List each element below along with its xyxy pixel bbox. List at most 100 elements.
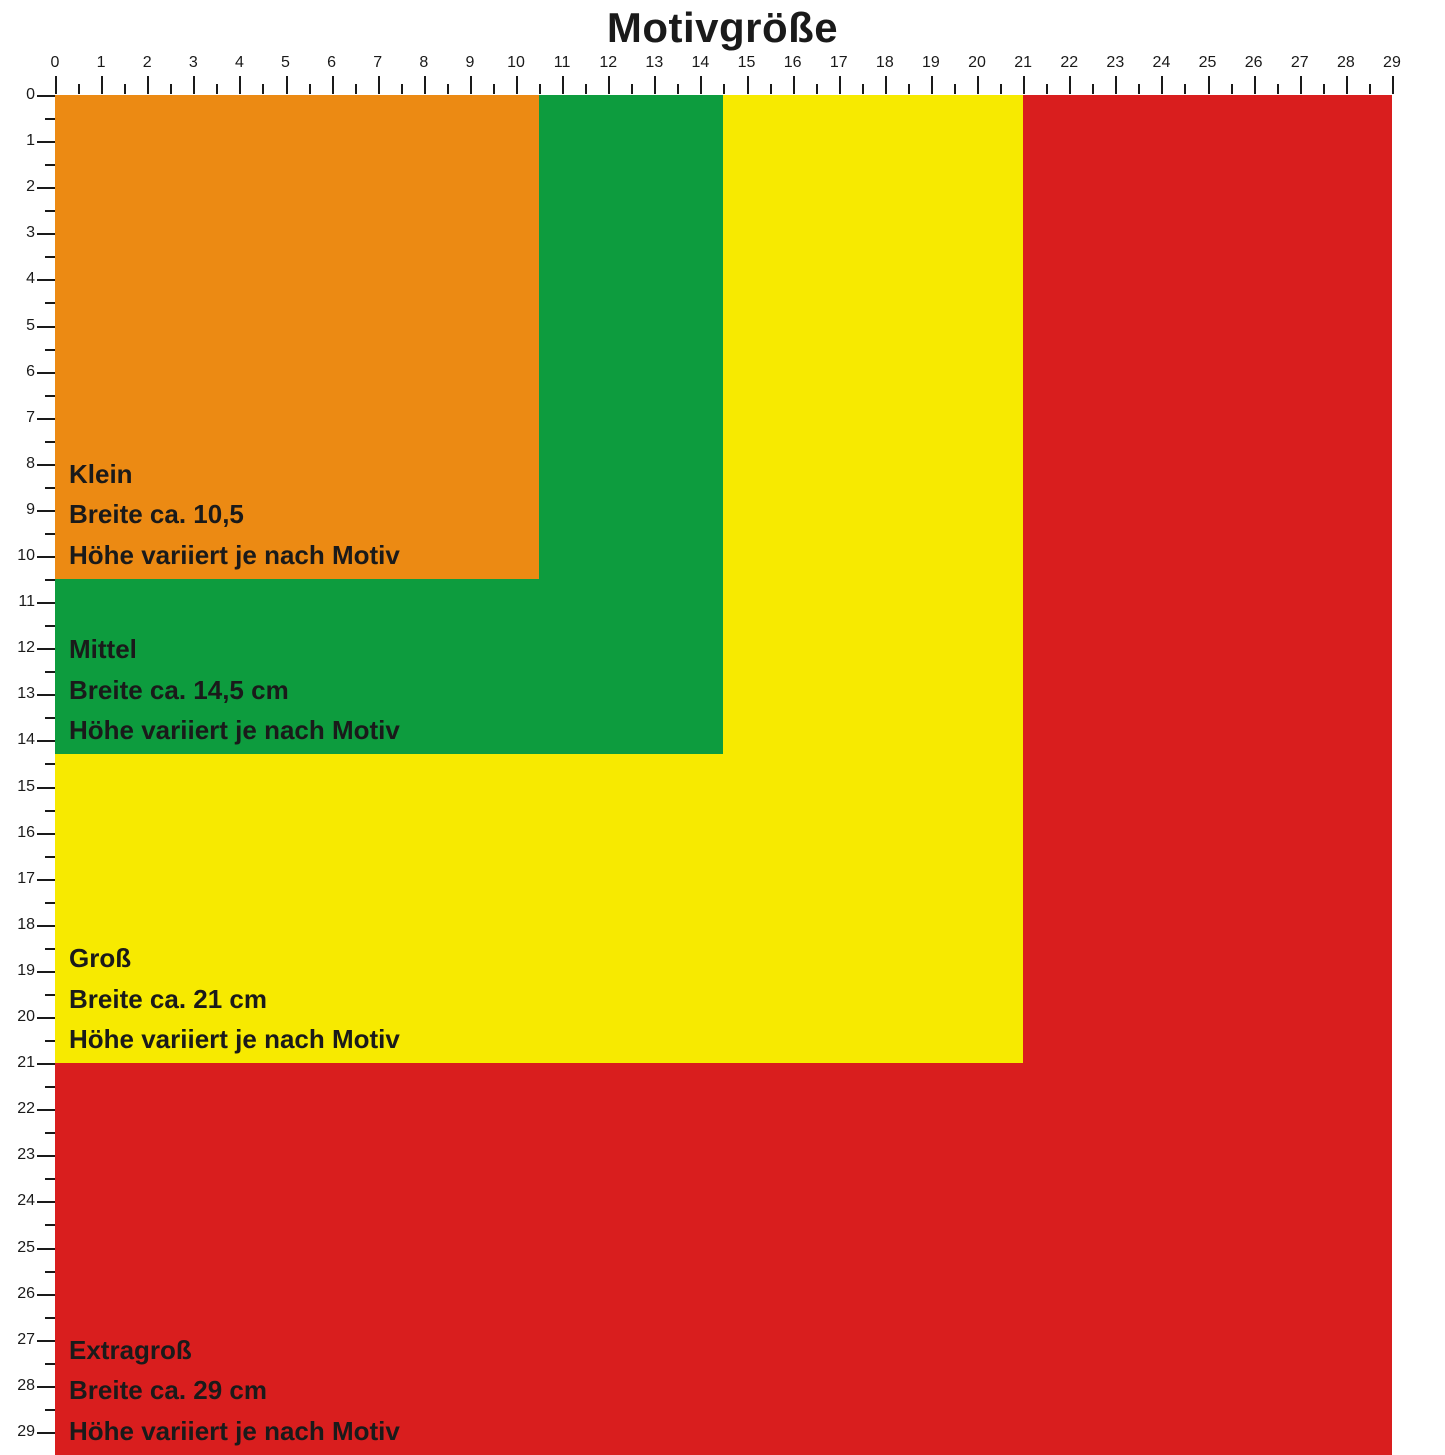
size-label-line: Breite ca. 29 cm — [69, 1370, 400, 1410]
ruler-tick-label: 21 — [1014, 54, 1032, 72]
ruler-tick-minor — [45, 1363, 55, 1365]
ruler-tick-label: 5 — [15, 317, 35, 335]
ruler-tick-label: 22 — [1060, 54, 1078, 72]
ruler-tick-label: 29 — [15, 1423, 35, 1441]
ruler-tick-label: 28 — [1337, 54, 1355, 72]
ruler-tick-minor — [262, 84, 264, 94]
ruler-tick-minor — [216, 84, 218, 94]
ruler-tick-minor — [723, 84, 725, 94]
ruler-tick-label: 25 — [1199, 54, 1217, 72]
ruler-tick-label: 18 — [15, 916, 35, 934]
ruler-tick-minor — [45, 856, 55, 858]
ruler-tick-minor — [45, 1086, 55, 1088]
ruler-tick-major — [37, 279, 55, 281]
chart-area: ExtragroßBreite ca. 29 cmHöhe variiert j… — [55, 95, 1415, 1455]
ruler-tick-label: 14 — [15, 731, 35, 749]
ruler-tick-major — [37, 879, 55, 881]
ruler-tick-label: 3 — [189, 54, 198, 72]
ruler-tick-major — [286, 76, 288, 94]
size-label-line: Breite ca. 21 cm — [69, 979, 400, 1019]
ruler-tick-major — [37, 602, 55, 604]
ruler-tick-major — [977, 76, 979, 94]
ruler-tick-minor — [45, 948, 55, 950]
ruler-tick-major — [931, 76, 933, 94]
size-label-mittel: MittelBreite ca. 14,5 cmHöhe variiert je… — [69, 629, 400, 750]
ruler-tick-minor — [401, 84, 403, 94]
ruler-tick-label: 8 — [15, 455, 35, 473]
page-title: Motivgröße — [0, 4, 1445, 52]
ruler-tick-label: 21 — [15, 1054, 35, 1072]
ruler-tick-label: 0 — [15, 86, 35, 104]
ruler-tick-minor — [45, 349, 55, 351]
ruler-tick-minor — [1369, 84, 1371, 94]
ruler-tick-label: 8 — [419, 54, 428, 72]
ruler-tick-minor — [1277, 84, 1279, 94]
ruler-tick-major — [37, 1017, 55, 1019]
ruler-tick-minor — [45, 902, 55, 904]
ruler-tick-major — [37, 141, 55, 143]
ruler-tick-label: 20 — [968, 54, 986, 72]
ruler-tick-label: 13 — [15, 685, 35, 703]
ruler-tick-minor — [539, 84, 541, 94]
ruler-tick-minor — [309, 84, 311, 94]
ruler-tick-major — [470, 76, 472, 94]
ruler-tick-label: 7 — [15, 409, 35, 427]
ruler-tick-major — [37, 833, 55, 835]
ruler-tick-major — [37, 1063, 55, 1065]
ruler-tick-major — [1254, 76, 1256, 94]
ruler-tick-label: 11 — [554, 54, 571, 72]
ruler-tick-minor — [1323, 84, 1325, 94]
ruler-tick-major — [1300, 76, 1302, 94]
ruler-tick-label: 25 — [15, 1239, 35, 1257]
ruler-tick-major — [37, 787, 55, 789]
ruler-tick-major — [37, 1432, 55, 1434]
ruler-tick-major — [193, 76, 195, 94]
ruler-tick-major — [37, 510, 55, 512]
size-label-line: Höhe variiert je nach Motiv — [69, 1019, 400, 1059]
ruler-tick-minor — [45, 302, 55, 304]
ruler-tick-minor — [45, 763, 55, 765]
ruler-tick-label: 19 — [922, 54, 940, 72]
ruler-tick-label: 23 — [15, 1146, 35, 1164]
ruler-tick-minor — [45, 1409, 55, 1411]
ruler-tick-label: 26 — [15, 1285, 35, 1303]
ruler-tick-label: 9 — [465, 54, 474, 72]
ruler-tick-label: 23 — [1106, 54, 1124, 72]
ruler-tick-minor — [493, 84, 495, 94]
ruler-tick-label: 24 — [15, 1192, 35, 1210]
ruler-tick-label: 4 — [235, 54, 244, 72]
ruler-tick-label: 26 — [1245, 54, 1263, 72]
ruler-tick-label: 10 — [507, 54, 525, 72]
ruler-tick-major — [147, 76, 149, 94]
size-label-line: Groß — [69, 938, 400, 978]
ruler-tick-label: 17 — [830, 54, 848, 72]
ruler-tick-major — [37, 1248, 55, 1250]
ruler-tick-major — [37, 464, 55, 466]
ruler-tick-minor — [124, 84, 126, 94]
ruler-tick-major — [37, 740, 55, 742]
ruler-tick-minor — [45, 210, 55, 212]
ruler-tick-label: 10 — [15, 547, 35, 565]
ruler-tick-minor — [45, 810, 55, 812]
ruler-tick-major — [55, 76, 57, 94]
ruler-tick-major — [700, 76, 702, 94]
ruler-tick-major — [37, 648, 55, 650]
ruler-tick-minor — [908, 84, 910, 94]
ruler-tick-minor — [447, 84, 449, 94]
ruler-tick-major — [37, 1201, 55, 1203]
ruler-tick-minor — [585, 84, 587, 94]
ruler-tick-minor — [1092, 84, 1094, 94]
ruler-tick-minor — [1046, 84, 1048, 94]
ruler-tick-minor — [816, 84, 818, 94]
ruler-tick-label: 13 — [645, 54, 663, 72]
ruler-tick-minor — [45, 395, 55, 397]
ruler-tick-major — [1392, 76, 1394, 94]
ruler-tick-minor — [45, 994, 55, 996]
ruler-tick-minor — [1138, 84, 1140, 94]
ruler-tick-label: 4 — [15, 270, 35, 288]
size-label-line: Breite ca. 10,5 — [69, 494, 400, 534]
ruler-tick-minor — [1184, 84, 1186, 94]
ruler-tick-minor — [45, 533, 55, 535]
ruler-tick-minor — [45, 579, 55, 581]
ruler-tick-minor — [631, 84, 633, 94]
